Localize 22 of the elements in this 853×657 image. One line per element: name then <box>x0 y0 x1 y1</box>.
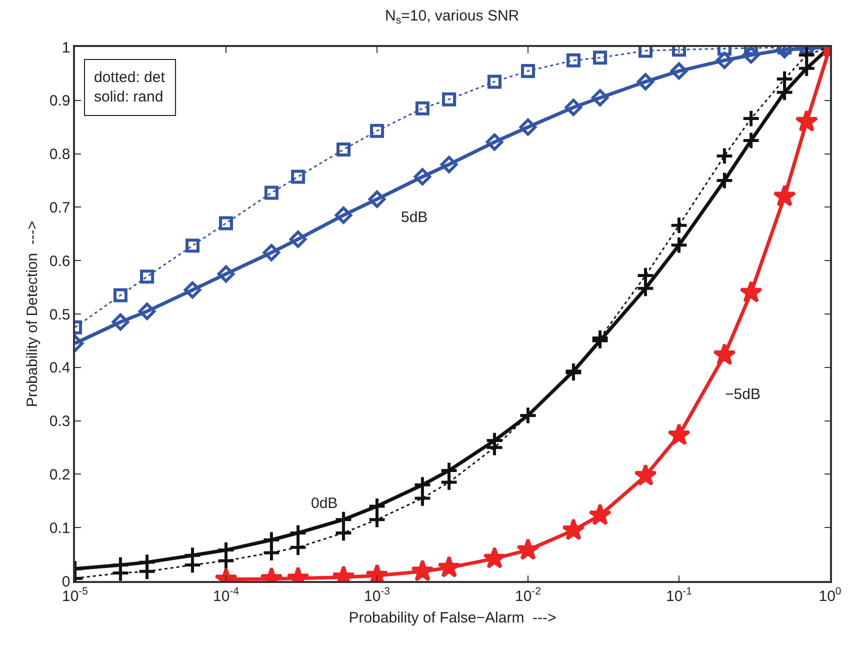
y-tick-label: 0.5 <box>49 306 70 324</box>
y-tick-label: 0.8 <box>49 146 70 164</box>
y-tick-label: 0.9 <box>49 92 70 110</box>
annotation: 0dB <box>311 495 338 512</box>
annotation: −5dB <box>725 386 760 403</box>
y-tick-label: 0.2 <box>49 466 70 484</box>
x-tick-label: 10$^{-2}$ <box>514 585 542 605</box>
x-tick-label: 10$^{0}$ <box>818 585 842 605</box>
y-tick-label: 1 <box>62 39 70 56</box>
y-tick-label: 0.6 <box>49 252 70 270</box>
y-tick-label: 0.4 <box>49 360 70 377</box>
annotation: dotted: det solid: rand <box>94 69 166 106</box>
chart-title: N$_{s}$=10, various SNR <box>385 7 520 27</box>
y-tick-label: 0.3 <box>49 413 70 430</box>
annotation: 5dB <box>401 209 428 226</box>
y-tick-label: 0.1 <box>49 520 70 537</box>
y-tick-label: 0.7 <box>49 199 70 216</box>
x-tick-label: 10$^{-4}$ <box>212 585 240 605</box>
x-tick-label: 10$^{-3}$ <box>364 585 390 605</box>
x-axis-title: Probability of False−Alarm ---> <box>348 609 557 626</box>
y-axis-title: Probability of Detection ---> <box>24 220 42 408</box>
x-tick-label: 10$^{-1}$ <box>666 585 692 605</box>
